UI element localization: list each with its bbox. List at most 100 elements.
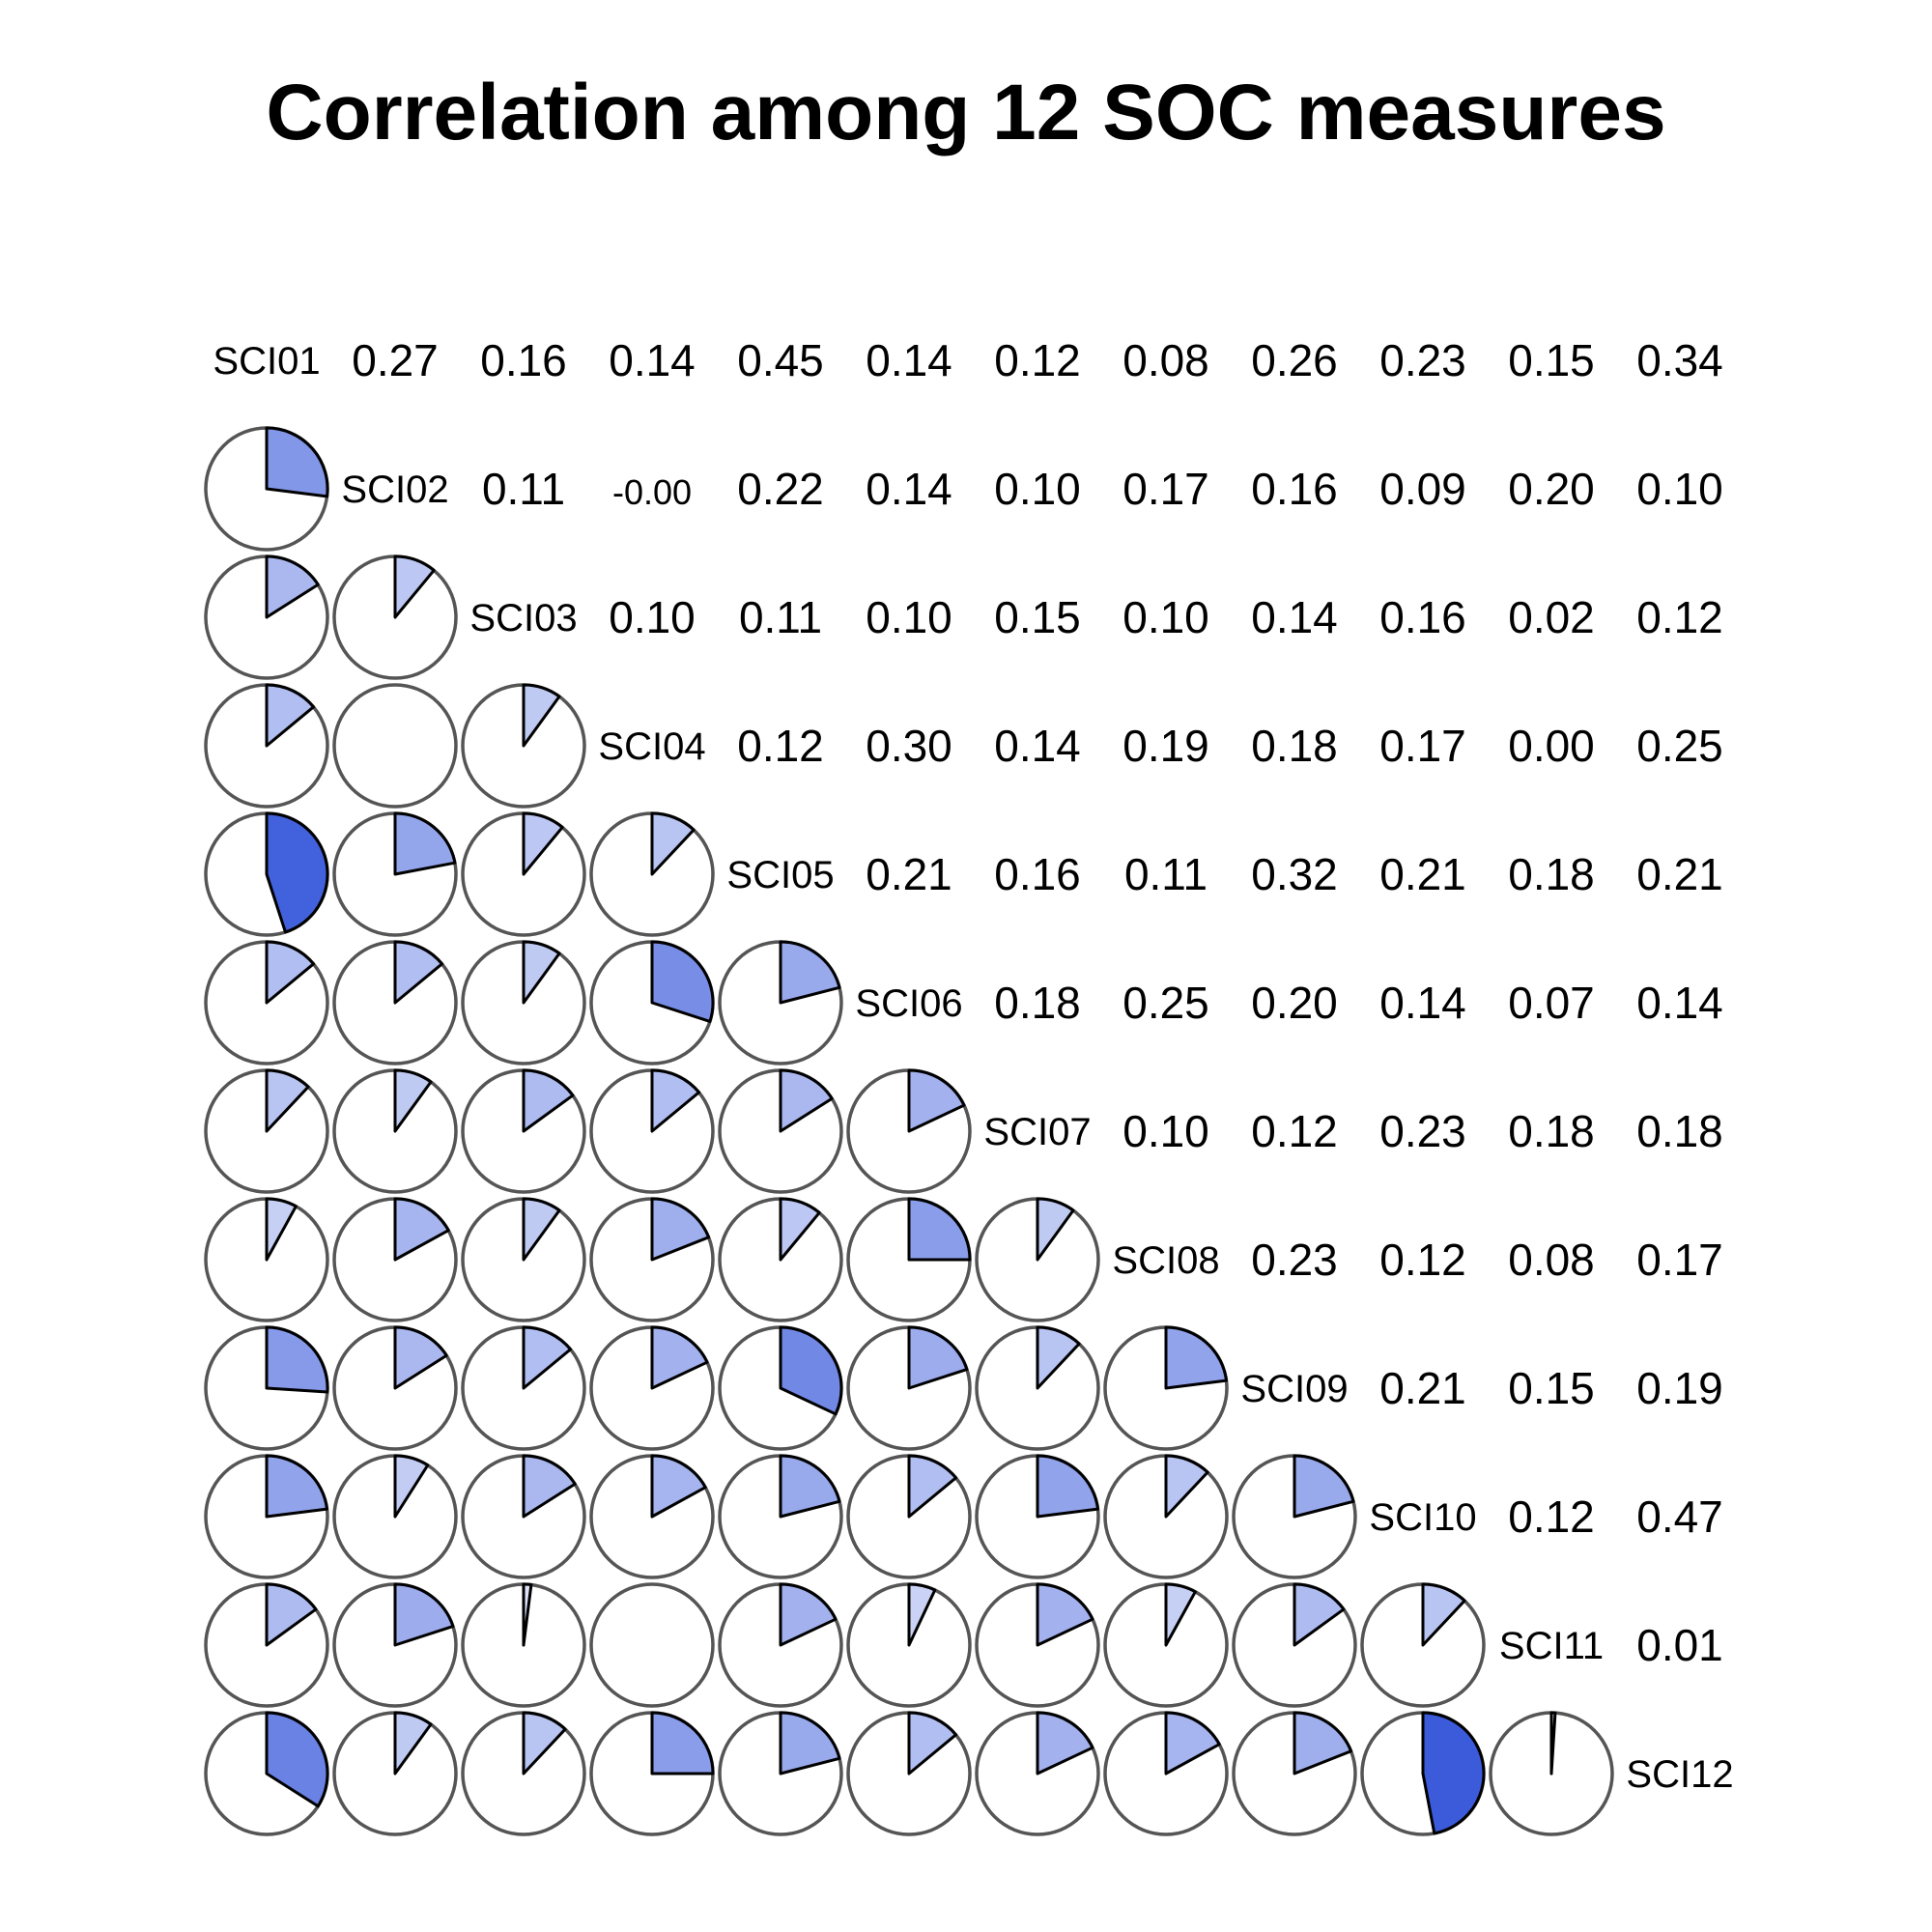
coefficient-label: 0.27	[352, 335, 439, 385]
coefficient-label: 0.14	[1636, 978, 1723, 1028]
pie-wedge	[393, 1454, 430, 1519]
pie-wedge	[779, 1582, 838, 1647]
pie-wedge	[907, 1068, 966, 1133]
pie-cell-sci06-sci05	[718, 940, 843, 1065]
coefficient-label: 0.14	[866, 335, 952, 385]
variable-label-sci02: SCI02	[341, 469, 448, 511]
variable-label-sci12: SCI12	[1626, 1753, 1733, 1796]
pie-cell-sci10-sci04	[589, 1454, 715, 1579]
pie-wedge	[265, 554, 320, 619]
pie-wedge	[522, 940, 561, 1005]
pie-wedge	[265, 1068, 310, 1133]
pie-cell-sci09-sci01	[204, 1325, 329, 1451]
pie-wedge	[907, 1582, 937, 1647]
coefficient-label: 0.12	[1379, 1235, 1466, 1285]
pie-cell-sci11-sci03	[461, 1582, 586, 1708]
pie-wedge	[650, 940, 715, 1023]
pie-cell-sci04-sci01	[204, 683, 329, 809]
coefficient-label: 0.16	[994, 849, 1081, 899]
variable-label-sci09: SCI09	[1240, 1368, 1348, 1410]
pie-wedge	[393, 940, 444, 1005]
variable-label-sci11: SCI11	[1499, 1625, 1604, 1667]
pie-wedge	[265, 1711, 329, 1808]
coefficient-label: 0.07	[1508, 978, 1595, 1028]
pie-cell-sci11-sci01	[204, 1582, 329, 1708]
coefficient-label: 0.20	[1251, 978, 1338, 1028]
pie-cell-sci09-sci04	[589, 1325, 715, 1451]
pie-cell-sci10-sci01	[204, 1454, 329, 1579]
pie-wedge	[1036, 1197, 1075, 1262]
variable-label-sci03: SCI03	[469, 597, 577, 639]
pie-circle	[332, 683, 458, 809]
pie-wedge	[779, 1197, 821, 1262]
pie-cell-sci12-sci06	[846, 1711, 972, 1836]
coefficient-label: 0.16	[1379, 592, 1466, 642]
pie-wedge	[393, 1582, 455, 1647]
pie-cell-sci12-sci02	[332, 1711, 458, 1836]
pie-cell-sci07-sci03	[461, 1068, 586, 1194]
coefficient-label: 0.16	[1251, 464, 1338, 514]
pie-cell-sci12-sci01	[204, 1711, 329, 1836]
pie-wedge	[265, 1582, 318, 1647]
coefficient-label: 0.20	[1508, 464, 1595, 514]
pie-cell-sci10-sci07	[975, 1454, 1100, 1579]
pie-circle	[589, 1582, 715, 1708]
pie-cell-sci04-sci02	[332, 683, 458, 809]
coefficient-label: 0.14	[1251, 592, 1338, 642]
coefficient-label: 0.34	[1636, 335, 1723, 385]
variable-label-sci08: SCI08	[1112, 1239, 1219, 1282]
diagonal-variable-labels: SCI01 SCI02 SCI03 SCI04 SCI05 SCI06 SCI07 SCI08…	[213, 340, 1733, 1796]
pie-cell-sci12-sci09	[1232, 1711, 1357, 1836]
pie-cell-sci06-sci04	[589, 940, 715, 1065]
coefficient-label: 0.16	[480, 335, 567, 385]
pie-wedge	[265, 811, 329, 934]
pie-cell-sci07-sci06	[846, 1068, 972, 1194]
pie-wedge	[393, 1068, 433, 1133]
pie-wedge	[650, 1068, 701, 1133]
pie-wedge	[650, 1711, 715, 1776]
pie-wedge	[1293, 1582, 1346, 1647]
coefficient-label: 0.10	[994, 464, 1081, 514]
pie-cell-sci03-sci01	[204, 554, 329, 680]
pie-wedge	[522, 1197, 561, 1262]
pie-wedge	[393, 554, 436, 619]
pie-cell-sci08-sci02	[332, 1197, 458, 1322]
pie-wedge	[393, 811, 457, 876]
variable-label-sci06: SCI06	[855, 982, 962, 1025]
pie-wedge	[779, 1454, 841, 1519]
pie-cell-sci05-sci01	[204, 811, 329, 937]
pie-wedge	[779, 1068, 834, 1133]
coefficient-label: 0.23	[1379, 1106, 1466, 1156]
pie-wedge	[907, 1454, 958, 1519]
pie-wedge	[265, 940, 316, 1005]
pie-cell-sci12-sci05	[718, 1711, 843, 1836]
lower-pie-panels	[204, 426, 1614, 1836]
pie-wedge	[393, 1325, 448, 1390]
pie-wedge	[265, 683, 316, 748]
pie-cell-sci07-sci05	[718, 1068, 843, 1194]
pie-wedge	[650, 1454, 707, 1519]
pie-cell-sci05-sci03	[461, 811, 586, 937]
pie-cell-sci10-sci08	[1103, 1454, 1229, 1579]
coefficient-label: 0.10	[1636, 464, 1723, 514]
coefficient-label: 0.21	[866, 849, 952, 899]
coefficient-label: 0.18	[1636, 1106, 1723, 1156]
pie-wedge	[1164, 1454, 1209, 1519]
coefficient-label: 0.10	[866, 592, 952, 642]
coefficient-label: 0.18	[1508, 849, 1595, 899]
coefficient-label: 0.10	[1122, 1106, 1209, 1156]
coefficient-label: 0.00	[1508, 721, 1595, 771]
pie-cell-sci07-sci02	[332, 1068, 458, 1194]
pie-cell-sci11-sci09	[1232, 1582, 1357, 1708]
pie-wedge	[1164, 1711, 1221, 1776]
coefficient-label: -0.00	[612, 472, 692, 512]
pie-wedge	[1293, 1711, 1353, 1776]
coefficient-label: 0.47	[1636, 1492, 1723, 1542]
coefficient-label: 0.11	[739, 592, 822, 642]
coefficient-label: 0.11	[482, 464, 565, 514]
pie-cell-sci12-sci04	[589, 1711, 715, 1836]
pie-cell-sci12-sci07	[975, 1711, 1100, 1836]
pie-wedge	[907, 1711, 958, 1776]
pie-wedge	[1036, 1325, 1081, 1390]
